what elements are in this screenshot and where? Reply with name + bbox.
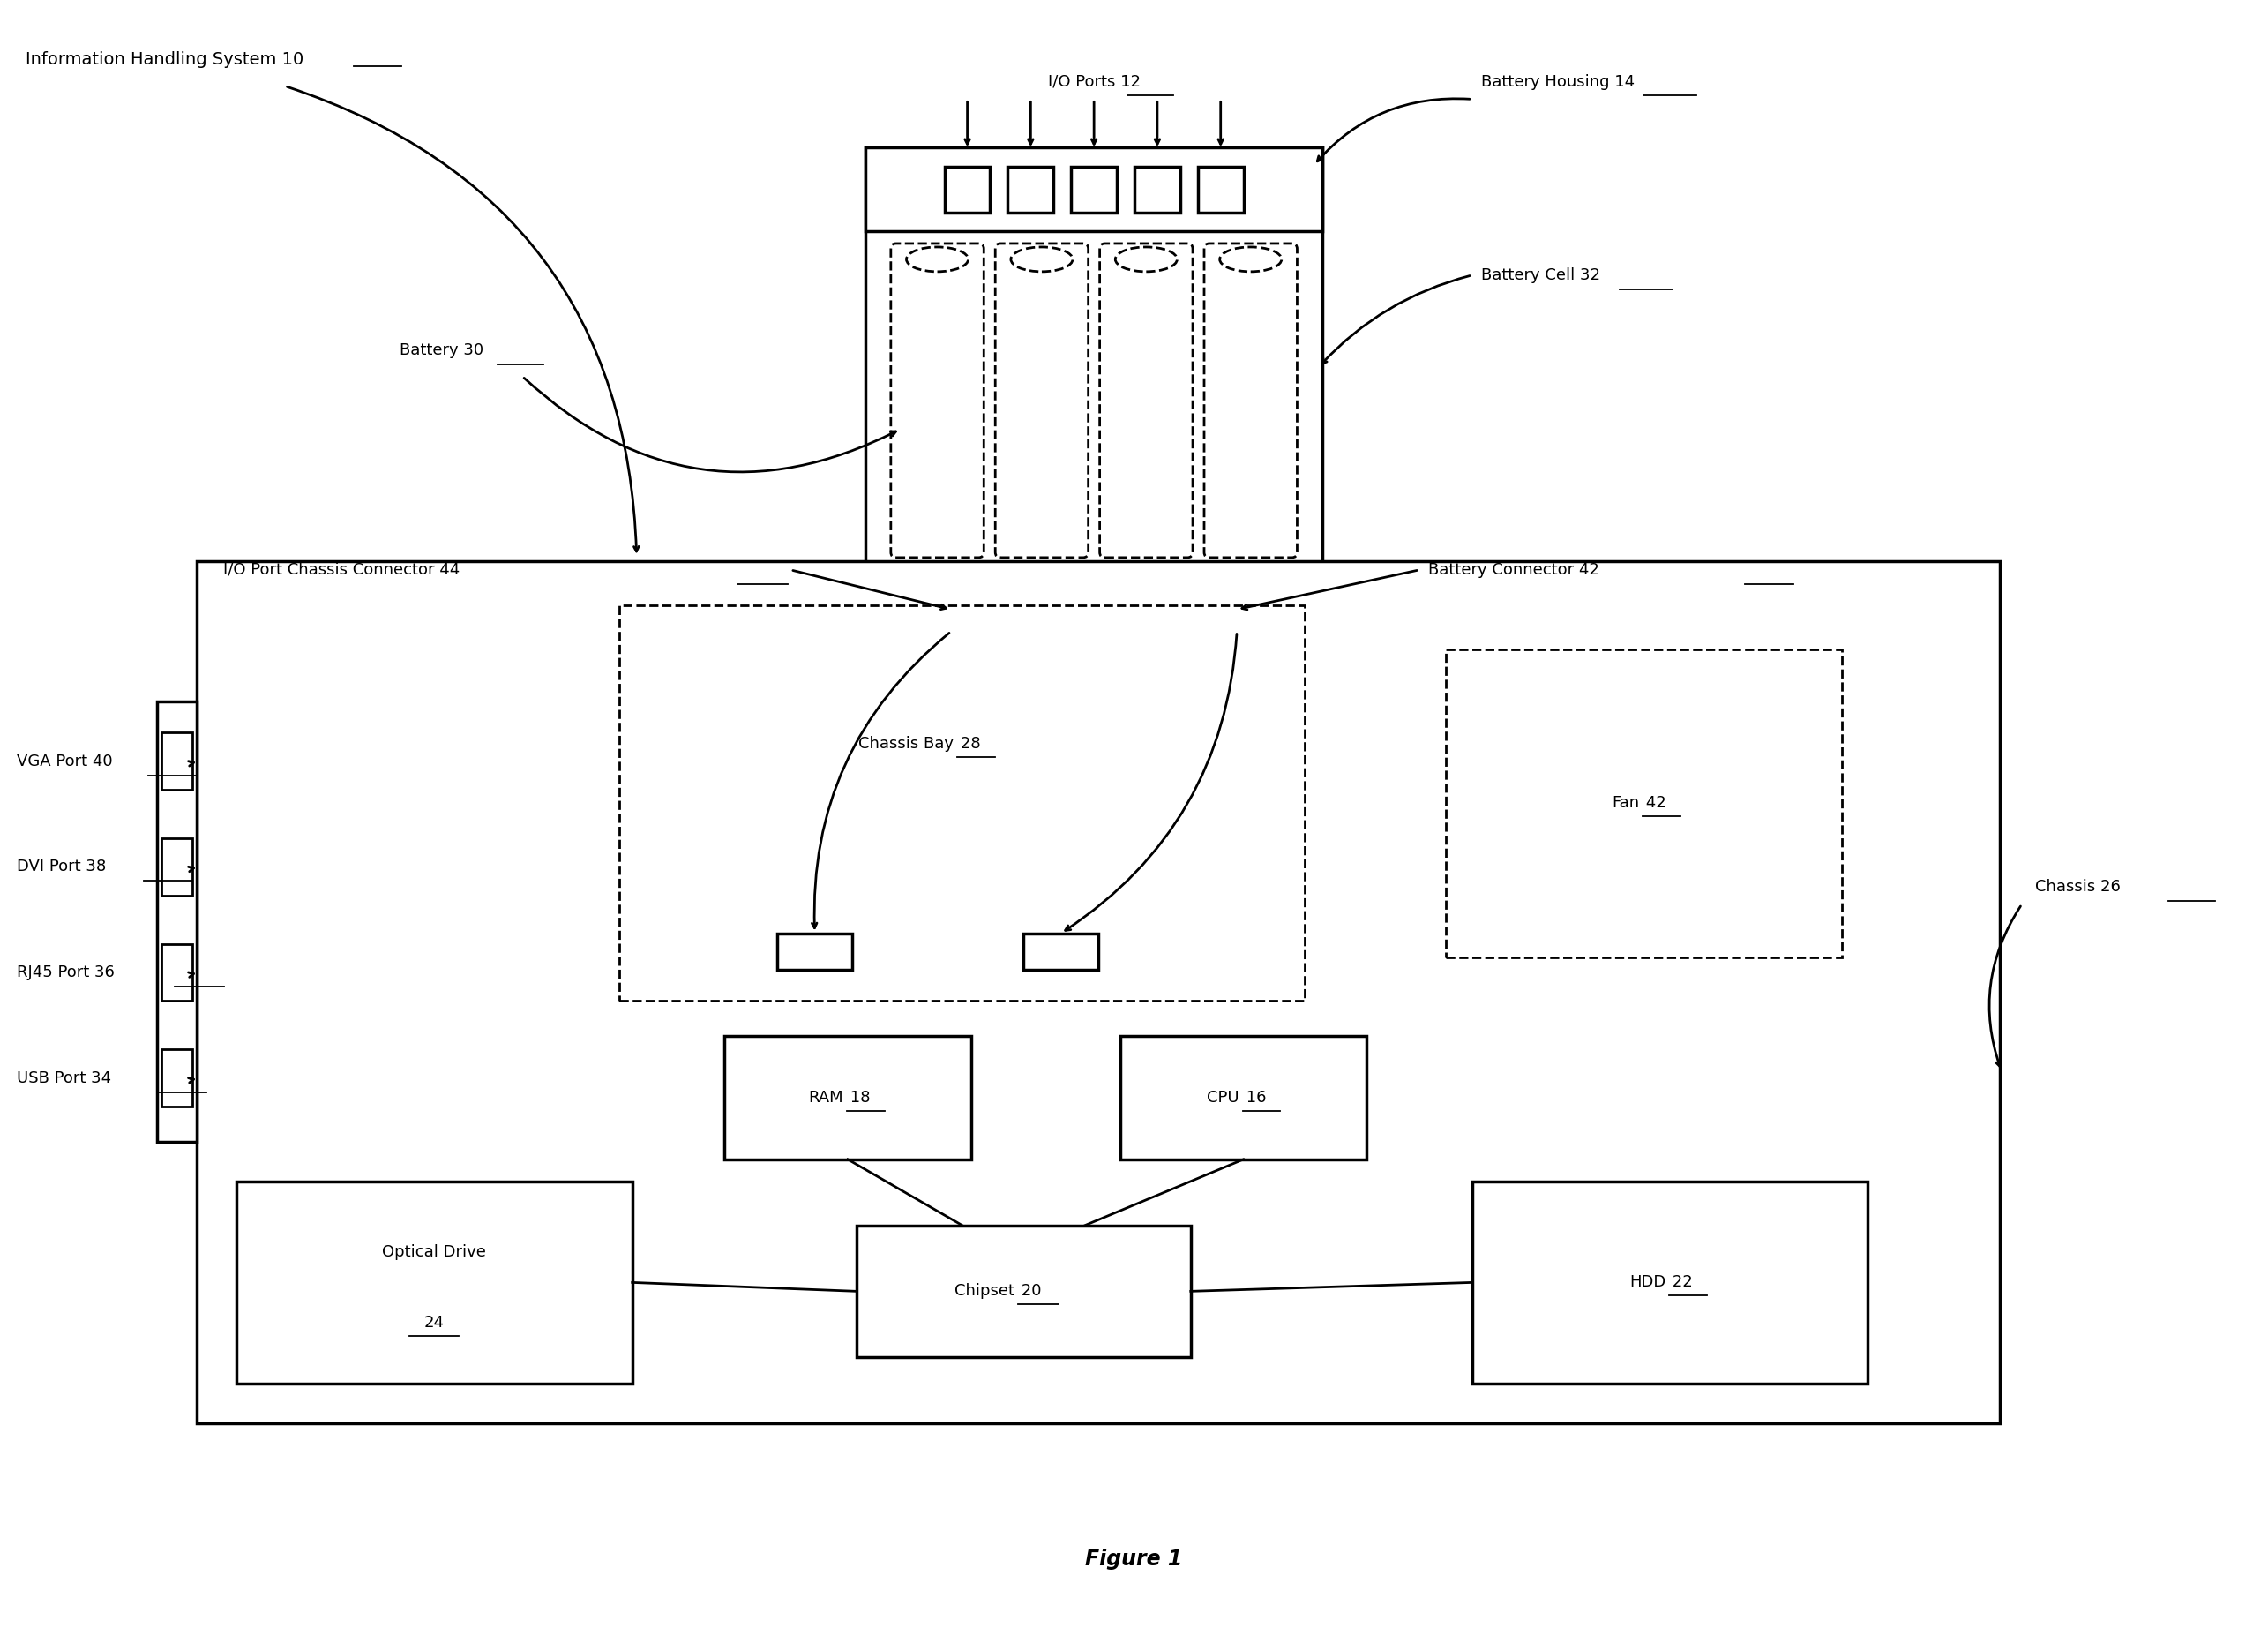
Text: 24: 24 bbox=[424, 1315, 445, 1330]
Bar bbox=[778, 933, 853, 970]
Text: VGA Port 40: VGA Port 40 bbox=[16, 754, 113, 768]
Bar bbox=[723, 1035, 971, 1159]
Bar bbox=[1007, 166, 1055, 212]
Text: Battery Connector 42: Battery Connector 42 bbox=[1429, 562, 1599, 578]
Text: 16: 16 bbox=[1241, 1089, 1266, 1105]
Text: Chassis 26: Chassis 26 bbox=[2034, 879, 2121, 894]
Bar bbox=[866, 148, 1322, 588]
FancyBboxPatch shape bbox=[1100, 244, 1193, 557]
Bar bbox=[236, 1182, 633, 1384]
Text: HDD: HDD bbox=[1628, 1275, 1665, 1291]
Text: Information Handling System 10: Information Handling System 10 bbox=[25, 50, 304, 68]
Ellipse shape bbox=[907, 247, 968, 272]
FancyBboxPatch shape bbox=[996, 244, 1089, 557]
Bar bbox=[866, 148, 1322, 231]
Bar bbox=[197, 562, 2000, 1423]
Text: Battery Housing 14: Battery Housing 14 bbox=[1481, 73, 1635, 90]
Ellipse shape bbox=[1220, 247, 1281, 272]
Bar bbox=[1200, 588, 1275, 632]
Bar bbox=[161, 733, 193, 790]
Bar bbox=[1198, 166, 1243, 212]
Bar bbox=[161, 1050, 193, 1107]
Text: Figure 1: Figure 1 bbox=[1086, 1548, 1182, 1569]
Text: 42: 42 bbox=[1642, 794, 1667, 811]
Text: CPU: CPU bbox=[1207, 1089, 1238, 1105]
Text: 20: 20 bbox=[1016, 1283, 1041, 1299]
Text: RAM: RAM bbox=[807, 1089, 844, 1105]
Text: 28: 28 bbox=[955, 736, 980, 752]
Text: 22: 22 bbox=[1667, 1275, 1692, 1291]
Text: Chassis Bay: Chassis Bay bbox=[857, 736, 953, 752]
Bar bbox=[914, 588, 989, 632]
Text: I/O Ports 12: I/O Ports 12 bbox=[1048, 73, 1141, 90]
Ellipse shape bbox=[1116, 247, 1177, 272]
Bar bbox=[1472, 1182, 1869, 1384]
Text: RJ45 Port 36: RJ45 Port 36 bbox=[16, 964, 113, 980]
Text: Battery 30: Battery 30 bbox=[399, 342, 483, 358]
Ellipse shape bbox=[1012, 247, 1073, 272]
Bar bbox=[1445, 650, 1842, 957]
Text: Fan: Fan bbox=[1613, 794, 1640, 811]
Text: Chipset: Chipset bbox=[955, 1283, 1014, 1299]
Text: Battery Cell 32: Battery Cell 32 bbox=[1481, 267, 1599, 283]
Bar bbox=[619, 606, 1304, 1001]
Text: 18: 18 bbox=[846, 1089, 871, 1105]
Bar bbox=[156, 702, 197, 1141]
Text: USB Port 34: USB Port 34 bbox=[16, 1070, 111, 1086]
Text: I/O Port Chassis Connector 44: I/O Port Chassis Connector 44 bbox=[222, 562, 460, 578]
Text: DVI Port 38: DVI Port 38 bbox=[16, 860, 107, 874]
FancyBboxPatch shape bbox=[891, 244, 984, 557]
Bar bbox=[1070, 166, 1116, 212]
Bar bbox=[1120, 1035, 1368, 1159]
Bar bbox=[161, 944, 193, 1001]
Bar bbox=[161, 838, 193, 895]
Bar bbox=[1134, 166, 1179, 212]
Bar bbox=[1023, 933, 1098, 970]
Bar bbox=[943, 166, 991, 212]
Text: Optical Drive: Optical Drive bbox=[383, 1244, 485, 1260]
FancyBboxPatch shape bbox=[1204, 244, 1297, 557]
Bar bbox=[857, 1226, 1191, 1358]
